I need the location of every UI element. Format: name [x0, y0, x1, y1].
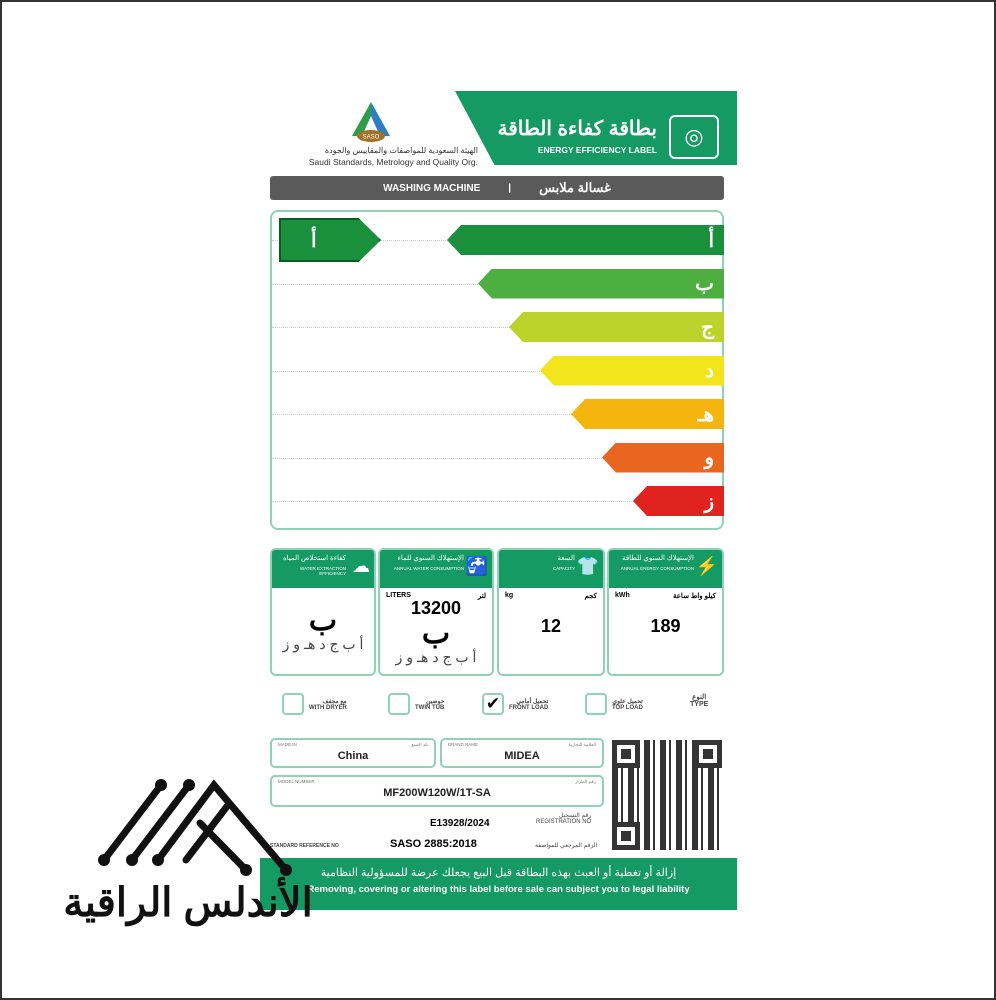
scale-bar-1: أ	[447, 225, 724, 255]
extraction-scale: أ ب ج د هـ و ز	[282, 636, 364, 652]
energy-unit-en: kWh	[615, 592, 630, 599]
scale-row-line	[272, 501, 712, 502]
type-option-twin-tub[interactable]: حوضين TWIN TUB	[388, 693, 444, 715]
extraction-title-ar: كفاءة استخلاص المياه	[283, 555, 346, 562]
header-banner	[455, 91, 737, 165]
org-name-ar: الهيئة السعودية للمواصفات والمقاييس والج…	[324, 146, 478, 155]
org-name-en: Saudi Standards, Metrology and Quality O…	[308, 157, 478, 167]
lightning-icon: ⚡	[695, 556, 718, 576]
saso-logo: SASO	[352, 102, 390, 142]
energy-title-ar: الإستهلاك السنوي للطاقة	[622, 555, 694, 562]
type-label: النوع TYPE	[690, 694, 709, 708]
type-option-with-dryer[interactable]: مع مجفف WITH DRYER	[282, 693, 347, 715]
type-option-front-load[interactable]: ✔ تحميل أمامي FRONT LOAD	[482, 693, 548, 715]
watermark-text: الأندلس الراقية	[63, 881, 313, 925]
qr-code[interactable]	[612, 740, 722, 850]
footer-ar: إزالة أو تغطية أو العبث بهذه البطاقة قبل…	[320, 867, 677, 879]
water-title-ar: الإستهلاك السنوي للماء	[397, 555, 464, 562]
category-ar: غسالة ملابس	[539, 180, 611, 195]
rating-value: أ	[311, 229, 317, 252]
standard-label-en: STANDARD REFERENCE NO	[270, 843, 339, 849]
checkbox[interactable]	[388, 693, 410, 715]
standard-label-ar: الرقم المرجعي للمواصفة	[535, 843, 598, 849]
label-title-ar: بطاقة كفاءة الطاقة	[497, 118, 657, 140]
category-bar: WASHING MACHINE | غسالة ملابس	[270, 176, 724, 200]
faucet-icon: 🚰	[465, 556, 488, 576]
registration-value: E13928/2024	[430, 818, 490, 829]
scale-bar-label: أ	[708, 229, 714, 252]
water-value: 13200	[410, 598, 462, 618]
scale-bar-7: ز	[633, 486, 724, 516]
made-in-value: China	[337, 750, 369, 762]
checkbox[interactable]	[282, 693, 304, 715]
scale-bar-3: ج	[509, 312, 724, 342]
extraction-grade: ب	[308, 604, 338, 637]
extraction-title-en: WATER EXTRACTION EFFICIENCY	[300, 566, 346, 576]
energy-unit-ar: كيلو واط ساعة	[673, 593, 716, 600]
scale-bar-label: ج	[701, 316, 714, 339]
capacity-unit-ar: كجم	[584, 593, 597, 600]
capacity-title-ar: السعة	[557, 555, 575, 562]
shirt-drip-icon: ☁	[352, 556, 370, 576]
scale-bar-4: د	[540, 355, 724, 386]
model-value: MF200W120W/1T-SA	[383, 787, 491, 799]
energy-box: الإستهلاك السنوي للطاقة ANNUAL ENERGY CON…	[607, 548, 724, 676]
scale-bar-6: و	[602, 442, 724, 473]
water-title-en: ANNUAL WATER CONSUMPTION	[393, 566, 464, 571]
scale-row-line	[272, 414, 712, 415]
water-scale: أ ب ج د هـ و ز	[395, 649, 477, 665]
tshirt-icon: 👕	[576, 556, 599, 576]
scale-bar-5: هـ	[571, 399, 724, 429]
legal-footer: إزالة أو تغطية أو العبث بهذه البطاقة قبل…	[260, 858, 737, 910]
scale-bar-label: هـ	[697, 403, 714, 426]
saso-logo-text: SASO	[363, 135, 380, 141]
scale-bar-label: ب	[695, 273, 714, 295]
model-field: MODEL NUMBER رقم الطراز MF200W120W/1T-SA	[270, 775, 604, 807]
capacity-unit-en: kg	[505, 592, 514, 599]
watermark-logo	[98, 779, 292, 876]
scale-bar-label: و	[704, 447, 714, 469]
footer-en: Removing, covering or altering this labe…	[307, 884, 690, 895]
water-extraction-box: كفاءة استخلاص المياه WATER EXTRACTION EFF…	[270, 548, 376, 676]
washing-machine-icon: ◎	[669, 115, 719, 159]
brand-field: BRAND NAME العلامة التجارية MIDEA	[440, 738, 604, 768]
capacity-value: 12	[540, 616, 562, 636]
checkbox[interactable]	[585, 693, 607, 715]
registration-label: رقم التسجيل REGISTRATION NO	[536, 813, 592, 825]
scale-row-line	[272, 457, 712, 459]
scale-bar-label: د	[705, 360, 714, 382]
brand-value: MIDEA	[504, 750, 540, 762]
water-unit-ar: لتر	[477, 593, 486, 600]
scale-row-line	[272, 370, 712, 372]
scale-row-line	[272, 327, 712, 328]
water-grade: ب	[421, 617, 451, 650]
capacity-box: السعة CAPACITY 👕 kg كجم 12	[497, 548, 605, 676]
checkbox[interactable]: ✔	[482, 693, 504, 715]
type-option-top-load[interactable]: تحميل علوي TOP LOAD	[585, 693, 643, 715]
standard-value: SASO 2885:2018	[390, 838, 477, 850]
water-unit-en: LITERS	[386, 592, 411, 599]
label-title-en: ENERGY EFFICIENCY LABEL	[537, 145, 657, 155]
energy-value: 189	[650, 616, 681, 636]
category-en: WASHING MACHINE	[383, 182, 481, 194]
capacity-title-en: CAPACITY	[552, 566, 575, 571]
scale-bar-label: ز	[704, 490, 714, 513]
energy-title-en: ANNUAL ENERGY CONSUMPTION	[620, 566, 694, 571]
rating-indicator: أ	[279, 218, 381, 262]
water-consumption-box: الإستهلاك السنوي للماء ANNUAL WATER CONSU…	[378, 548, 494, 676]
made-in-field: MADE IN بلد الصنع China	[270, 738, 436, 768]
scale-bar-2: ب	[478, 268, 724, 299]
divider: |	[508, 182, 512, 194]
